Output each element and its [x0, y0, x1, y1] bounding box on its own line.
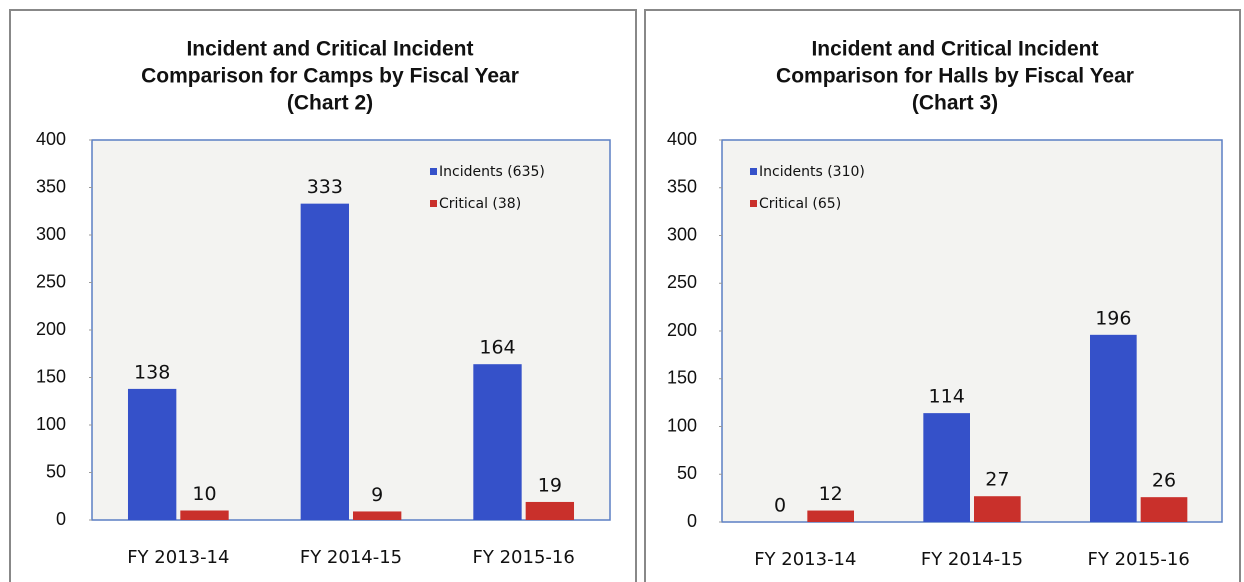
- y-tick-label: 250: [667, 272, 697, 292]
- y-tick-label: 50: [677, 463, 697, 483]
- data-label: 333: [307, 176, 343, 198]
- legend-swatch: [750, 168, 757, 175]
- y-tick-label: 100: [667, 415, 697, 435]
- data-label: 9: [371, 484, 383, 506]
- y-tick-label: 0: [687, 511, 697, 531]
- chart-title: Incident and Critical Incident: [811, 38, 1098, 61]
- data-label: 12: [819, 483, 843, 505]
- bar: [1140, 497, 1188, 522]
- data-label: 27: [985, 469, 1009, 491]
- legend-swatch: [430, 168, 437, 175]
- x-tick-label: FY 2015-16: [1088, 549, 1190, 570]
- bar: [807, 510, 854, 522]
- bar: [180, 510, 229, 520]
- y-tick-label: 200: [36, 319, 66, 339]
- chart-title: (Chart 2): [287, 92, 373, 115]
- y-tick-label: 100: [36, 414, 66, 434]
- x-tick-label: FY 2013-14: [754, 549, 856, 570]
- y-tick-label: 300: [667, 224, 697, 244]
- chart-title: (Chart 3): [912, 92, 998, 115]
- y-tick-label: 400: [36, 129, 66, 149]
- bar: [127, 388, 177, 520]
- data-label: 0: [774, 495, 786, 517]
- bar: [353, 511, 402, 520]
- data-label: 138: [134, 361, 170, 383]
- data-label: 26: [1152, 470, 1176, 492]
- data-label: 164: [479, 337, 515, 359]
- legend-label: Incidents (310): [759, 164, 865, 180]
- x-tick-label: FY 2013-14: [127, 547, 229, 568]
- x-tick-label: FY 2014-15: [921, 549, 1023, 570]
- data-label: 19: [538, 474, 562, 496]
- legend-label: Critical (38): [439, 196, 521, 212]
- bar: [300, 203, 349, 520]
- y-tick-label: 350: [667, 177, 697, 197]
- y-tick-label: 0: [56, 509, 66, 529]
- y-tick-label: 300: [36, 224, 66, 244]
- bar: [525, 501, 575, 520]
- y-tick-label: 250: [36, 271, 66, 291]
- data-label: 196: [1095, 307, 1131, 329]
- legend-label: Incidents (635): [439, 164, 545, 180]
- bar: [923, 413, 970, 522]
- legend-label: Critical (65): [759, 196, 841, 212]
- chart-title: Incident and Critical Incident: [186, 38, 473, 61]
- chart-title: Comparison for Camps by Fiscal Year: [141, 65, 519, 88]
- y-tick-label: 150: [667, 368, 697, 388]
- x-tick-label: FY 2014-15: [300, 547, 402, 568]
- data-label: 10: [192, 483, 216, 505]
- legend-swatch: [750, 200, 757, 207]
- y-tick-label: 350: [36, 176, 66, 196]
- legend-swatch: [430, 200, 437, 207]
- y-tick-label: 150: [36, 366, 66, 386]
- bar: [473, 364, 522, 520]
- x-tick-label: FY 2015-16: [473, 547, 575, 568]
- bar: [1090, 334, 1137, 522]
- y-tick-label: 50: [46, 461, 66, 481]
- chart-title: Comparison for Halls by Fiscal Year: [776, 65, 1134, 88]
- y-tick-label: 200: [667, 320, 697, 340]
- y-tick-label: 400: [667, 129, 697, 149]
- bar: [974, 496, 1021, 522]
- data-label: 114: [929, 386, 965, 408]
